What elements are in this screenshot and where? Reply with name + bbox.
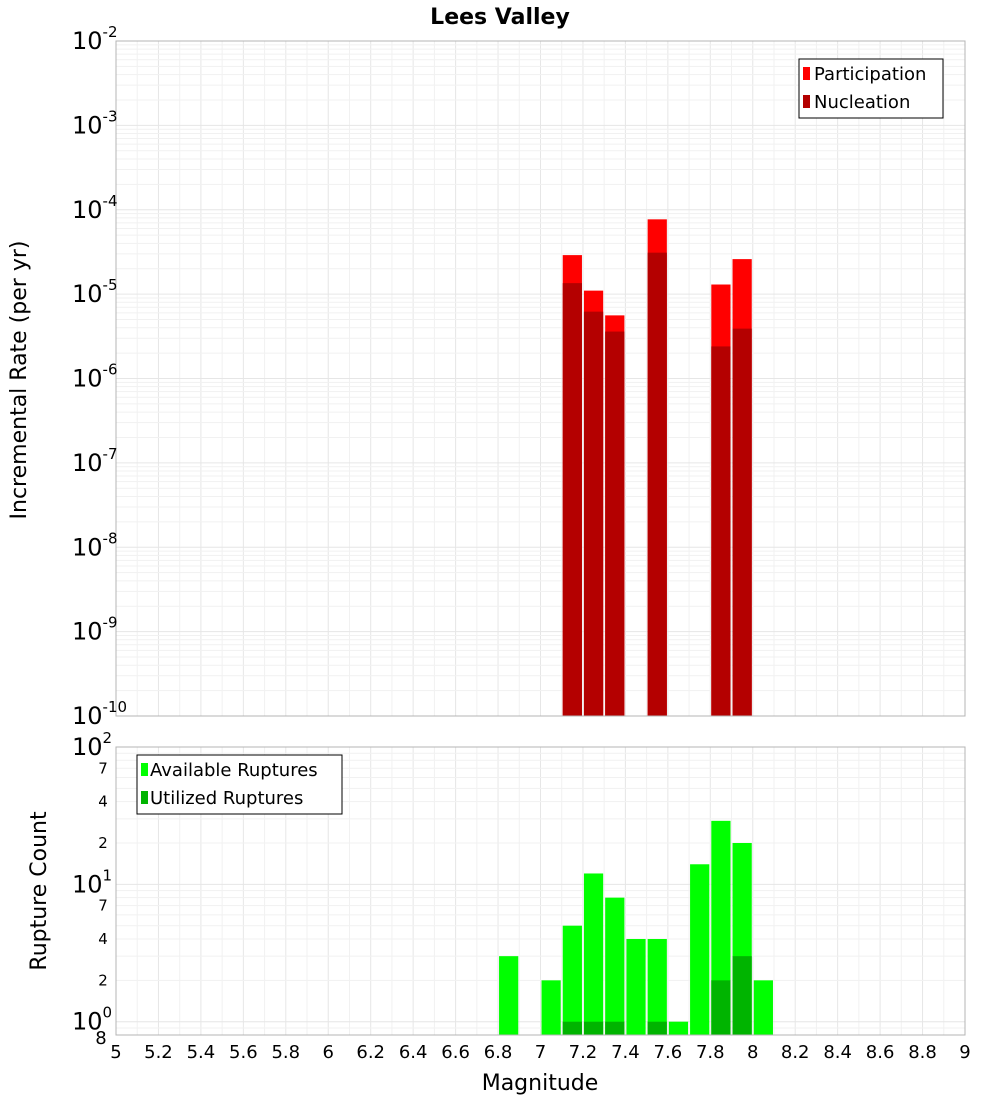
bar-utilized-ruptures — [647, 1021, 667, 1035]
bar-nucleation — [732, 328, 752, 716]
bar-nucleation — [711, 346, 731, 716]
bottom-legend-box — [136, 754, 343, 815]
x-tick-label: 8 — [747, 1042, 758, 1063]
bottom-plot-frame — [115, 746, 966, 1036]
legend-swatch-available — [141, 763, 148, 776]
legend-label-nucleation: Nucleation — [814, 92, 910, 113]
bar-nucleation — [562, 283, 582, 716]
top-y-tick-label: 10-9 — [72, 614, 118, 646]
bar-available-ruptures — [541, 980, 561, 1035]
x-tick-label: 6 — [323, 1042, 334, 1063]
bar-available-ruptures — [583, 873, 604, 1035]
x-axis-title: Magnitude — [482, 1071, 599, 1096]
top-y-tick-label: 10-3 — [72, 107, 118, 139]
bottom-y-minor-tick-label: 4 — [98, 930, 108, 948]
bottom-y-tick-label: 101 — [72, 866, 112, 898]
bottom-y-tick-label: 102 — [72, 729, 112, 761]
legend-swatch-nucleation — [803, 95, 810, 108]
bottom-y-minor-tick-label: 2 — [98, 971, 108, 989]
x-tick-label: 7.4 — [611, 1042, 640, 1063]
x-tick-label: 7.6 — [654, 1042, 683, 1063]
legend-swatch-participation — [803, 67, 810, 80]
x-tick-label: 7.8 — [696, 1042, 725, 1063]
top-y-tick-label: 10-4 — [72, 192, 118, 224]
bar-utilized-ruptures — [732, 956, 752, 1035]
bar-nucleation — [647, 252, 667, 716]
legend-swatch-utilized — [141, 791, 148, 804]
x-tick-label: 6.2 — [356, 1042, 385, 1063]
top-panel: 10-10 10-9 10-8 10-7 10-6 10-5 10-4 10-3 10-2 In… — [7, 23, 966, 730]
top-y-tick-label: 10-8 — [72, 529, 118, 561]
bottom-y-tick-labels: 102 101 100 7 4 2 7 4 2 8 — [72, 729, 112, 1049]
x-tick-label: 8.8 — [908, 1042, 937, 1063]
bar-utilized-ruptures — [583, 1021, 604, 1035]
x-tick-label: 8.6 — [866, 1042, 895, 1063]
x-tick-labels: 5 5.2 5.4 5.6 5.8 6 6.2 6.4 6.6 6.8 7 7.2 7.4 7.6 7.8 8… — [110, 1042, 970, 1063]
bottom-y-minor-tick-label: 4 — [98, 793, 108, 811]
bar-available-ruptures — [499, 956, 519, 1035]
bar-utilized-ruptures — [711, 980, 731, 1035]
x-tick-label: 5.8 — [271, 1042, 300, 1063]
bottom-y-axis-title: Rupture Count — [27, 811, 52, 971]
top-y-tick-labels: 10-10 10-9 10-8 10-7 10-6 10-5 10-4 10-3 10-2 — [72, 23, 127, 730]
top-y-tick-label: 10-5 — [72, 276, 118, 308]
bar-available-ruptures — [647, 939, 667, 1035]
legend-label-utilized: Utilized Ruptures — [150, 788, 303, 809]
bottom-y-minor-tick-label: 2 — [98, 834, 108, 852]
bottom-y-minor-tick-label: 7 — [98, 897, 108, 915]
x-tick-label: 5.6 — [229, 1042, 258, 1063]
x-tick-label: 5 — [110, 1042, 121, 1063]
bar-nucleation — [583, 311, 604, 716]
bar-available-ruptures — [753, 980, 773, 1035]
bottom-y-tick-label: 100 — [72, 1004, 112, 1036]
x-tick-label: 7.2 — [569, 1042, 598, 1063]
x-tick-label: 8.2 — [781, 1042, 810, 1063]
top-y-tick-label: 10-2 — [72, 23, 118, 55]
legend-label-participation: Participation — [814, 64, 926, 85]
x-tick-label: 8.4 — [823, 1042, 852, 1063]
bar-available-ruptures — [562, 925, 582, 1035]
top-legend: Participation Nucleation — [798, 58, 944, 119]
top-y-axis-title: Incremental Rate (per yr) — [7, 241, 32, 520]
x-tick-label: 6.8 — [484, 1042, 513, 1063]
bar-utilized-ruptures — [605, 1021, 625, 1035]
x-tick-label: 6.6 — [441, 1042, 470, 1063]
bottom-legend: Available Ruptures Utilized Ruptures — [136, 754, 343, 815]
top-y-tick-label: 10-10 — [72, 698, 127, 730]
top-y-tick-label: 10-7 — [72, 445, 118, 477]
bar-utilized-ruptures — [562, 1021, 582, 1035]
bar-available-ruptures — [605, 897, 625, 1035]
bottom-bars — [499, 820, 773, 1035]
bar-available-ruptures — [690, 864, 710, 1035]
top-legend-box — [798, 58, 944, 119]
legend-label-available: Available Ruptures — [150, 760, 318, 781]
top-bars — [562, 219, 752, 717]
bar-available-ruptures — [626, 939, 646, 1035]
bottom-y-minor-tick-label: 7 — [98, 759, 108, 777]
top-grid — [115, 40, 966, 717]
x-tick-label: 7 — [535, 1042, 546, 1063]
bottom-panel: 102 101 100 7 4 2 7 4 2 8 5 5.2 5.4 5.6 5.8 6 6.2 6.4 6.6… — [27, 729, 971, 1096]
bar-available-ruptures — [668, 1021, 689, 1035]
x-tick-label: 5.2 — [144, 1042, 173, 1063]
x-tick-label: 6.4 — [399, 1042, 428, 1063]
chart-title: Lees Valley — [430, 5, 570, 30]
bottom-y-tick-label-min: 8 — [95, 1028, 106, 1049]
x-tick-label: 5.4 — [187, 1042, 216, 1063]
x-tick-label: 9 — [959, 1042, 970, 1063]
bar-nucleation — [605, 331, 625, 716]
top-plot-frame — [115, 40, 966, 717]
top-y-tick-label: 10-6 — [72, 361, 118, 393]
